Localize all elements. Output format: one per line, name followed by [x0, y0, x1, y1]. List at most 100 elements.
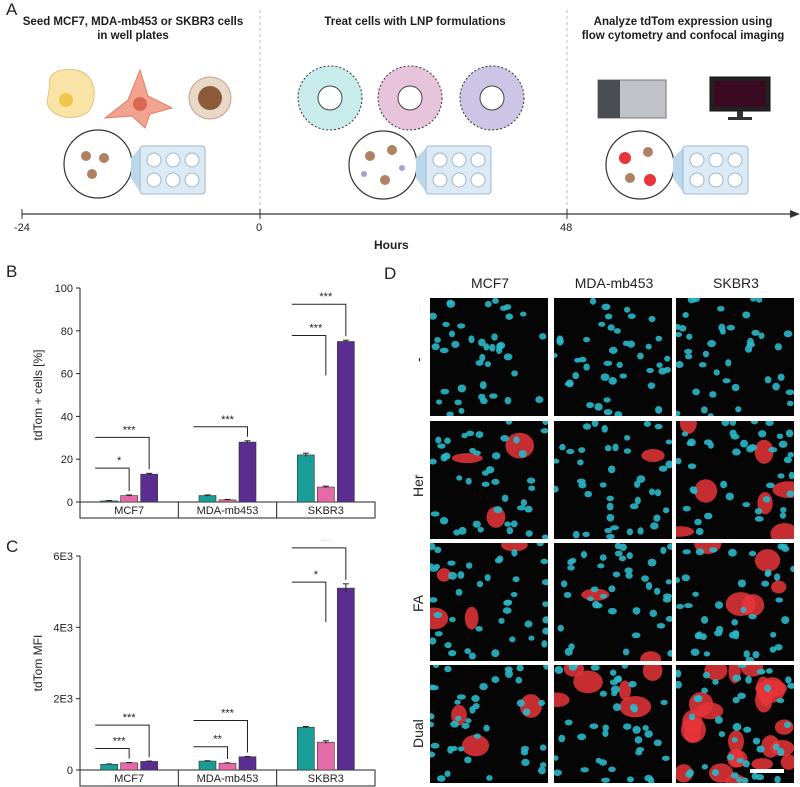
micrograph-image	[430, 421, 548, 539]
nucleus	[616, 361, 623, 369]
nucleus	[433, 611, 443, 619]
nucleus	[718, 731, 726, 738]
nucleus	[778, 440, 788, 448]
nucleus	[584, 490, 593, 498]
nucleus	[475, 431, 484, 439]
nucleus	[486, 774, 493, 781]
panel-label-d: D	[384, 264, 397, 283]
nucleus	[688, 713, 696, 721]
nucleus	[684, 348, 693, 355]
significance-label: *	[117, 455, 122, 467]
nucleus	[602, 729, 609, 738]
nucleus	[606, 513, 615, 522]
nucleus	[653, 587, 661, 595]
nucleus	[703, 439, 713, 446]
red-cell	[771, 580, 787, 594]
nucleus	[608, 377, 617, 385]
nucleus	[628, 680, 637, 688]
timeline-xlabel: Hours	[374, 238, 409, 252]
nucleus	[464, 756, 472, 764]
nucleus	[748, 550, 757, 557]
nucleus	[448, 649, 457, 657]
bar	[198, 495, 217, 503]
nucleus	[606, 533, 615, 539]
nucleus	[776, 697, 785, 704]
workflow-illustration	[21, 10, 800, 219]
nucleus	[554, 352, 558, 358]
significance-label: ***	[221, 707, 235, 719]
timeline-tick: -24	[14, 222, 30, 234]
nucleus	[502, 607, 512, 614]
nucleus	[660, 546, 667, 555]
significance-bracket	[193, 746, 228, 759]
nucleus	[748, 444, 758, 451]
nucleus	[591, 421, 599, 427]
nucleus	[504, 396, 512, 405]
nucleus	[572, 665, 579, 669]
nucleus	[662, 596, 672, 603]
nucleus	[524, 505, 533, 513]
nucleus	[707, 340, 716, 348]
nucleus	[513, 436, 520, 444]
nucleus	[665, 615, 672, 622]
nucleus	[444, 665, 452, 673]
nucleus	[475, 360, 484, 366]
nucleus	[430, 511, 440, 517]
nucleus	[676, 457, 682, 465]
nucleus	[582, 423, 592, 430]
nucleus	[783, 330, 793, 338]
nucleus	[748, 614, 757, 620]
nucleus	[656, 622, 666, 629]
nucleus	[481, 481, 490, 487]
nucleus	[632, 725, 641, 734]
nucleus	[515, 676, 523, 684]
nucleus	[511, 548, 518, 557]
significance-label: **	[213, 734, 222, 746]
nucleus	[682, 505, 691, 512]
bar	[238, 756, 257, 771]
nucleus	[614, 411, 623, 416]
nucleus	[660, 699, 668, 706]
nucleus	[715, 625, 724, 634]
nucleus	[681, 574, 691, 582]
nucleus	[595, 757, 602, 764]
nucleus	[458, 526, 467, 535]
nucleus	[434, 631, 443, 637]
nucleus	[626, 552, 633, 560]
nucleus	[676, 669, 682, 678]
nucleus	[631, 632, 641, 639]
nucleus	[664, 355, 671, 362]
nucleus	[440, 388, 450, 395]
nucleus	[457, 384, 467, 393]
nucleus	[712, 679, 719, 685]
nucleus	[662, 507, 670, 514]
nucleus	[541, 534, 548, 539]
nucleus	[731, 619, 739, 626]
nucleus	[589, 723, 599, 730]
nucleus	[448, 330, 456, 338]
nucleus	[754, 515, 764, 522]
nucleus	[520, 311, 527, 317]
nucleus	[505, 313, 514, 320]
nucleus	[786, 400, 794, 407]
nucleus	[676, 331, 683, 338]
micro-row-header: Dual	[410, 719, 426, 748]
nucleus	[604, 444, 612, 452]
nucleus	[731, 383, 740, 392]
nucleus	[604, 313, 613, 320]
nucleus	[742, 760, 750, 768]
nucleus	[725, 492, 734, 501]
nucleus	[612, 703, 622, 711]
nucleus	[599, 690, 608, 697]
nucleus	[608, 766, 616, 773]
nucleus	[430, 721, 435, 728]
micrograph-image	[676, 543, 794, 661]
nucleus	[590, 586, 599, 593]
nucleus	[430, 312, 437, 320]
nucleus	[465, 562, 473, 569]
nucleus	[622, 648, 630, 656]
nucleus	[485, 466, 495, 474]
nucleus	[587, 596, 594, 602]
nucleus	[665, 460, 672, 469]
nucleus	[772, 382, 780, 391]
